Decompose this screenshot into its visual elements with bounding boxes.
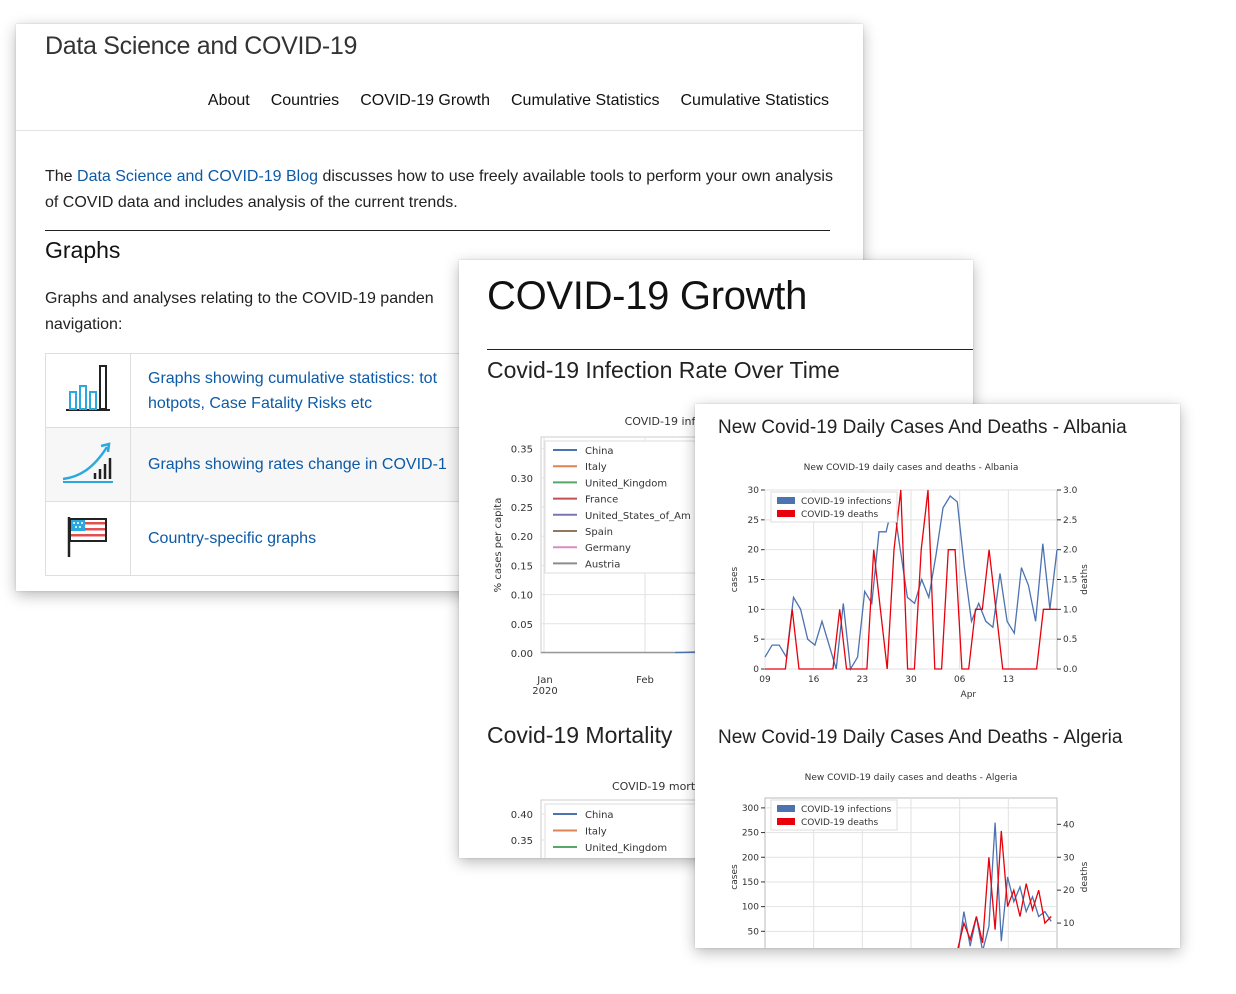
bar-chart-icon — [46, 354, 131, 428]
y2-tick-label: 1.5 — [1063, 576, 1077, 586]
y-tick-label: 20 — [748, 546, 760, 556]
infection-rate-heading: Covid-19 Infection Rate Over Time — [487, 357, 840, 384]
title-divider — [487, 349, 973, 350]
x-tick-label: 2020 — [532, 686, 557, 697]
x-tick-label: 13 — [1003, 675, 1014, 685]
mortality-heading: Covid-19 Mortality — [487, 722, 672, 749]
nav-link-about[interactable]: About — [208, 92, 250, 110]
y-axis-label: cases — [730, 864, 740, 890]
growth-chart-icon — [46, 428, 131, 502]
y-tick-label: 50 — [748, 927, 760, 937]
nav-link-countries[interactable]: Countries — [271, 92, 339, 110]
graphs-heading: Graphs — [45, 237, 120, 264]
y2-tick-label: 20 — [1063, 886, 1075, 896]
nav-divider — [16, 130, 863, 131]
legend-label: China — [585, 446, 614, 457]
nav-link-cumulative-statistics-2[interactable]: Cumulative Statistics — [681, 92, 830, 110]
albania-daily-chart: New COVID-19 daily cases and deaths - Al… — [717, 456, 1095, 708]
legend-label: COVID-19 deaths — [801, 510, 879, 520]
y-tick-label: 0.35 — [511, 445, 533, 456]
nav-link-covid-growth[interactable]: COVID-19 Growth — [360, 92, 490, 110]
x-tick-label: 16 — [808, 675, 820, 685]
section-divider — [45, 230, 830, 231]
legend-label: France — [585, 495, 618, 506]
x-tick-label: 09 — [759, 675, 771, 685]
x-tick-label: Feb — [636, 675, 654, 686]
y2-tick-label: 10 — [1063, 919, 1075, 929]
y-tick-label: 0.05 — [511, 620, 533, 631]
y-tick-label: 5 — [753, 635, 759, 645]
x-tick-label: 30 — [905, 675, 917, 685]
y-tick-label: 100 — [742, 903, 759, 913]
y-tick-label: 0.15 — [511, 561, 533, 572]
chart-title: COVID-19 mortali — [612, 780, 708, 793]
y2-axis-label: deaths — [1080, 861, 1090, 892]
y-tick-label: 15 — [748, 576, 759, 586]
legend-label: COVID-19 infections — [801, 805, 892, 815]
site-title[interactable]: Data Science and COVID-19 — [45, 32, 357, 61]
top-navigation: About Countries COVID-19 Growth Cumulati… — [208, 92, 829, 110]
x-tick-label: 23 — [857, 675, 868, 685]
y2-tick-label: 3.0 — [1063, 486, 1078, 496]
albania-heading: New Covid-19 Daily Cases And Deaths - Al… — [718, 417, 1127, 439]
x-tick-label: Jan — [536, 675, 552, 686]
y-tick-label: 200 — [742, 853, 759, 863]
y2-tick-label: 2.0 — [1063, 546, 1078, 556]
us-flag-icon — [46, 502, 131, 576]
legend-label: United_Kingdom — [585, 843, 667, 854]
legend-label: Italy — [585, 462, 607, 473]
legend-swatch — [777, 818, 795, 825]
legend-label: Germany — [585, 543, 631, 554]
y2-tick-label: 0.0 — [1063, 665, 1078, 675]
daily-cases-card: New Covid-19 Daily Cases And Deaths - Al… — [695, 404, 1180, 948]
y-tick-label: 30 — [748, 486, 760, 496]
chart-title: New COVID-19 daily cases and deaths - Al… — [804, 463, 1019, 473]
intro-prefix: The — [45, 168, 77, 185]
y-axis-label: cases — [730, 567, 740, 593]
legend-label: China — [585, 810, 614, 821]
graphs-description: Graphs and analyses relating to the COVI… — [45, 286, 465, 338]
legend-label: Spain — [585, 527, 613, 538]
y-axis-label: % cases per capita — [493, 498, 504, 593]
y-tick-label: 0.35 — [511, 836, 533, 847]
legend-swatch — [777, 510, 795, 517]
algeria-heading: New Covid-19 Daily Cases And Deaths - Al… — [718, 727, 1122, 749]
intro-paragraph: The Data Science and COVID-19 Blog discu… — [45, 164, 835, 216]
y-tick-label: 300 — [742, 804, 759, 814]
y-tick-label: 10 — [748, 605, 760, 615]
nav-link-cumulative-statistics[interactable]: Cumulative Statistics — [511, 92, 660, 110]
blog-link[interactable]: Data Science and COVID-19 Blog — [77, 168, 318, 185]
y2-tick-label: 40 — [1063, 820, 1075, 830]
y-tick-label: 0.00 — [511, 649, 533, 660]
y-tick-label: 150 — [742, 878, 759, 888]
legend-label: COVID-19 infections — [801, 497, 892, 507]
chart-title: COVID-19 inf — [625, 415, 697, 428]
y2-axis-label: deaths — [1080, 564, 1090, 595]
legend-label: United_Kingdom — [585, 478, 667, 489]
y-tick-label: 0 — [753, 665, 759, 675]
y-tick-label: 0.40 — [511, 810, 533, 821]
y-tick-label: 25 — [748, 516, 759, 526]
legend-label: Italy — [585, 827, 607, 838]
y-tick-label: 250 — [742, 829, 759, 839]
algeria-daily-chart: New COVID-19 daily cases and deaths - Al… — [717, 766, 1095, 948]
y-tick-label: 0.30 — [511, 474, 533, 485]
chart-title: New COVID-19 daily cases and deaths - Al… — [805, 773, 1018, 783]
legend-label: United_States_of_Am — [585, 511, 691, 522]
legend-label: COVID-19 deaths — [801, 818, 879, 828]
page-title: COVID-19 Growth — [487, 274, 807, 319]
x-axis-label: Apr — [961, 690, 977, 700]
y2-tick-label: 0.5 — [1063, 635, 1077, 645]
y2-tick-label: 2.5 — [1063, 516, 1077, 526]
legend-swatch — [777, 805, 795, 812]
legend-label: Austria — [585, 559, 620, 570]
x-tick-label: 06 — [954, 675, 966, 685]
legend-swatch — [777, 497, 795, 504]
y2-tick-label: 1.0 — [1063, 605, 1078, 615]
y-tick-label: 0.10 — [511, 591, 533, 602]
y-tick-label: 0.20 — [511, 532, 533, 543]
y2-tick-label: 30 — [1063, 853, 1075, 863]
y-tick-label: 0.25 — [511, 503, 533, 514]
